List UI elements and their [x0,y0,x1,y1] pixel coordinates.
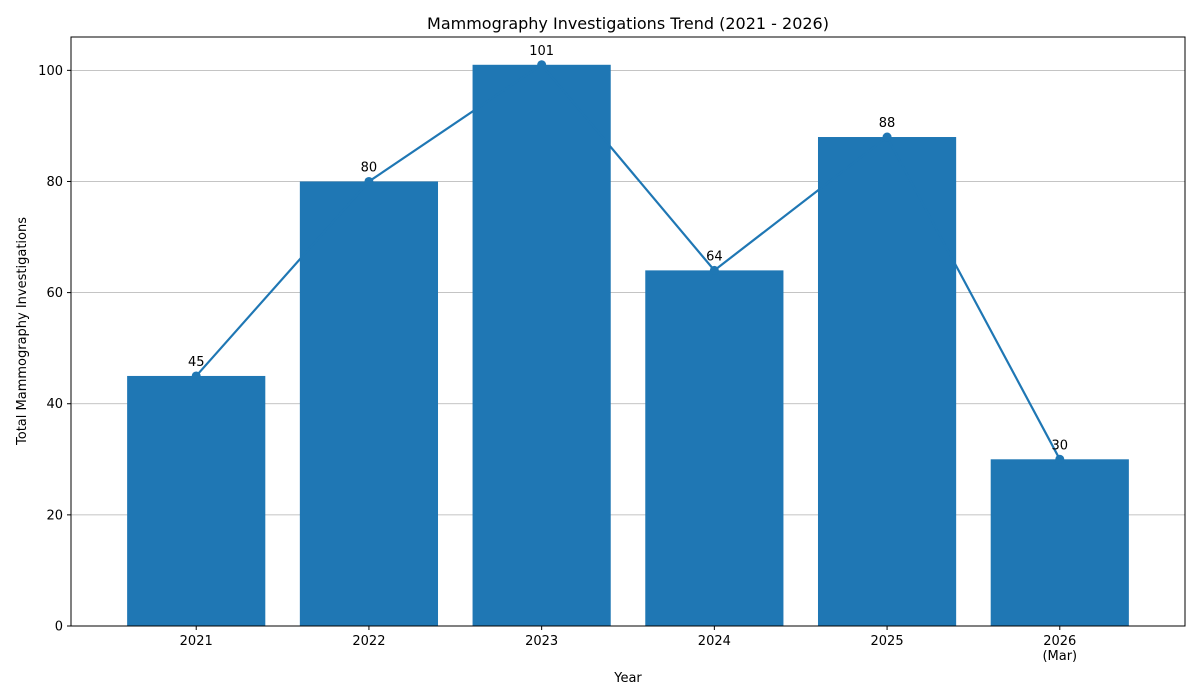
y-axis: 0 20 40 60 80 100 [38,64,71,635]
data-label: 88 [879,116,896,131]
plot-frame [70,36,1186,627]
x-axis-title: Year [613,671,642,686]
y-tick-label: 0 [55,620,63,635]
trend-line-marker [537,60,547,70]
bar [299,181,439,627]
data-labels: 45 80 101 64 88 30 [188,44,1068,454]
y-tick-label: 80 [46,175,63,190]
x-tick-label: 2021 [180,634,213,649]
data-label: 64 [706,249,723,264]
bar [127,375,266,626]
bar [645,270,784,626]
x-tick-label: 2022 [352,634,385,649]
x-axis: 2021 2022 2023 2024 2025 2026 (Mar) [180,626,1077,664]
bar [817,137,957,627]
x-tick-label-line: 2025 [871,634,904,649]
x-tick-label-line: 2024 [698,634,731,649]
trend-line-marker [709,265,719,275]
trend-line [191,60,1065,464]
bar [990,459,1129,626]
y-tick-label: 100 [38,64,63,79]
data-label: 80 [361,160,378,175]
x-tick-label-line: 2026 [1043,634,1076,649]
data-label: 30 [1052,438,1069,453]
trend-line-marker [1055,454,1065,464]
y-tick-label: 60 [46,286,63,301]
trend-line-path [195,63,1061,460]
x-tick-label: 2026 (Mar) [1042,634,1077,664]
trend-line-marker [882,132,892,142]
x-tick-label-line: 2021 [180,634,213,649]
x-tick-label-line: (Mar) [1042,649,1077,664]
x-tick-label: 2024 [698,634,731,649]
trend-line-marker [364,176,374,186]
y-tick-label: 40 [46,397,63,412]
x-tick-label: 2023 [525,634,558,649]
trend-line-marker [191,371,201,381]
data-label: 101 [529,44,554,59]
x-tick-label: 2025 [871,634,904,649]
x-tick-label-line: 2022 [352,634,385,649]
bar [472,64,611,626]
x-tick-label-line: 2023 [525,634,558,649]
data-label: 45 [188,355,205,370]
chart-title: Mammography Investigations Trend (2021 -… [427,14,829,33]
y-tick-label: 20 [46,508,63,523]
y-axis-title: Total Mammography Investigations [15,217,30,446]
bars [127,64,1129,627]
